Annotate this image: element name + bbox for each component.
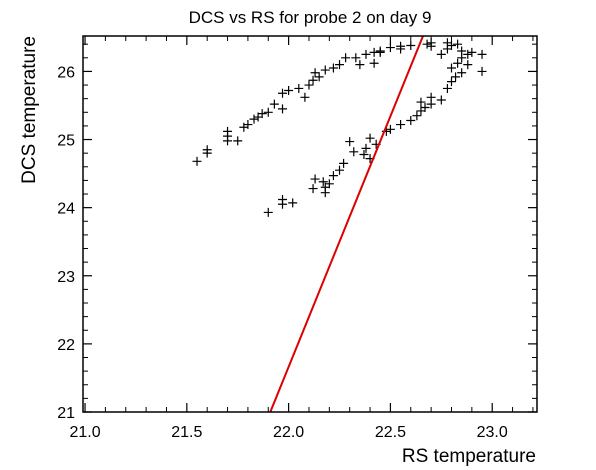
data-point-marker xyxy=(278,88,288,98)
data-point-marker xyxy=(202,145,212,155)
x-tick-label: 21.0 xyxy=(69,424,100,441)
data-point-marker xyxy=(396,120,406,130)
data-point-marker xyxy=(412,111,422,121)
y-axis-ticks: 21 22 23 24 25 26 xyxy=(57,43,537,422)
fit-line-layer xyxy=(269,35,424,413)
data-point-marker xyxy=(385,124,395,134)
data-point-marker xyxy=(192,156,202,166)
data-point-marker xyxy=(324,179,334,189)
data-point-marker xyxy=(477,66,487,76)
data-point-marker xyxy=(310,174,320,184)
data-point-marker xyxy=(318,177,328,187)
data-point-marker xyxy=(294,83,304,93)
data-point-marker xyxy=(359,150,369,160)
data-point-marker xyxy=(406,41,416,51)
data-point-marker xyxy=(451,72,461,82)
data-point-marker xyxy=(341,53,351,63)
data-point-marker xyxy=(257,109,267,119)
y-tick-label: 26 xyxy=(57,64,75,81)
data-point-marker xyxy=(320,188,330,198)
data-point-marker xyxy=(369,58,379,68)
data-point-marker xyxy=(467,47,477,57)
data-point-marker xyxy=(233,136,243,146)
data-point-marker xyxy=(457,53,467,63)
y-tick-label: 25 xyxy=(57,133,75,150)
data-point-marker xyxy=(288,198,298,208)
data-point-marker xyxy=(223,126,233,136)
x-tick-label: 21.5 xyxy=(171,424,202,441)
x-tick-label: 22.0 xyxy=(273,424,304,441)
data-point-marker xyxy=(320,65,330,75)
fit-line xyxy=(269,35,424,413)
data-point-marker xyxy=(361,49,371,59)
data-point-marker xyxy=(243,120,253,130)
data-point-marker xyxy=(349,147,359,157)
data-point-marker xyxy=(278,104,288,114)
data-point-marker xyxy=(263,207,273,217)
data-point-marker xyxy=(453,39,463,49)
data-point-marker xyxy=(457,68,467,78)
data-point-marker xyxy=(300,92,310,102)
data-point-marker xyxy=(328,171,338,181)
data-point-marker xyxy=(335,60,345,70)
data-point-marker xyxy=(453,58,463,68)
data-point-marker xyxy=(355,60,365,70)
plot-frame xyxy=(82,35,538,413)
data-point-marker xyxy=(477,49,487,59)
data-point-marker xyxy=(361,143,371,153)
data-point-marker xyxy=(314,72,324,82)
y-tick-label: 24 xyxy=(57,201,75,218)
data-point-marker xyxy=(304,80,314,90)
data-point-marker xyxy=(463,60,473,70)
data-point-marker xyxy=(406,115,416,125)
data-point-marker xyxy=(335,165,345,175)
data-point-marker xyxy=(345,137,355,147)
data-point-marker xyxy=(416,97,426,107)
data-point-marker xyxy=(269,99,279,109)
data-point-marker xyxy=(249,114,259,124)
y-axis-label: DCS temperature xyxy=(19,36,40,184)
y-tick-label: 21 xyxy=(57,405,75,422)
data-point-marker xyxy=(308,184,318,194)
data-point-marker xyxy=(308,75,318,85)
data-point-marker xyxy=(422,39,432,49)
data-point-marker xyxy=(446,63,456,73)
data-point-marker xyxy=(263,107,273,117)
data-point-marker xyxy=(365,133,375,143)
data-point-marker xyxy=(463,49,473,59)
data-point-marker xyxy=(339,158,349,168)
data-point-marker xyxy=(436,95,446,105)
x-axis-label: RS temperature xyxy=(402,446,536,467)
data-point-marker xyxy=(278,194,288,204)
data-point-marker xyxy=(436,49,446,59)
data-point-marker xyxy=(328,63,338,73)
data-point-marker xyxy=(284,85,294,95)
data-point-marker xyxy=(446,41,456,51)
data-point-marker xyxy=(426,92,436,102)
y-tick-label: 23 xyxy=(57,269,75,286)
chart-title: DCS vs RS for probe 2 on day 9 xyxy=(189,8,432,27)
data-point-marker xyxy=(375,46,385,56)
data-point-marker xyxy=(420,103,430,113)
data-point-marker xyxy=(310,68,320,78)
data-point-marker xyxy=(351,53,361,63)
x-tick-label: 23.0 xyxy=(477,424,508,441)
data-point-marker xyxy=(442,83,452,93)
y-tick-label: 22 xyxy=(57,337,75,354)
x-axis-ticks: 21.0 21.5 22.0 22.5 23.0 xyxy=(69,36,534,441)
x-tick-label: 22.5 xyxy=(375,424,406,441)
data-point-marker xyxy=(446,77,456,87)
scatter-points xyxy=(192,38,487,217)
data-point-marker xyxy=(396,41,406,51)
